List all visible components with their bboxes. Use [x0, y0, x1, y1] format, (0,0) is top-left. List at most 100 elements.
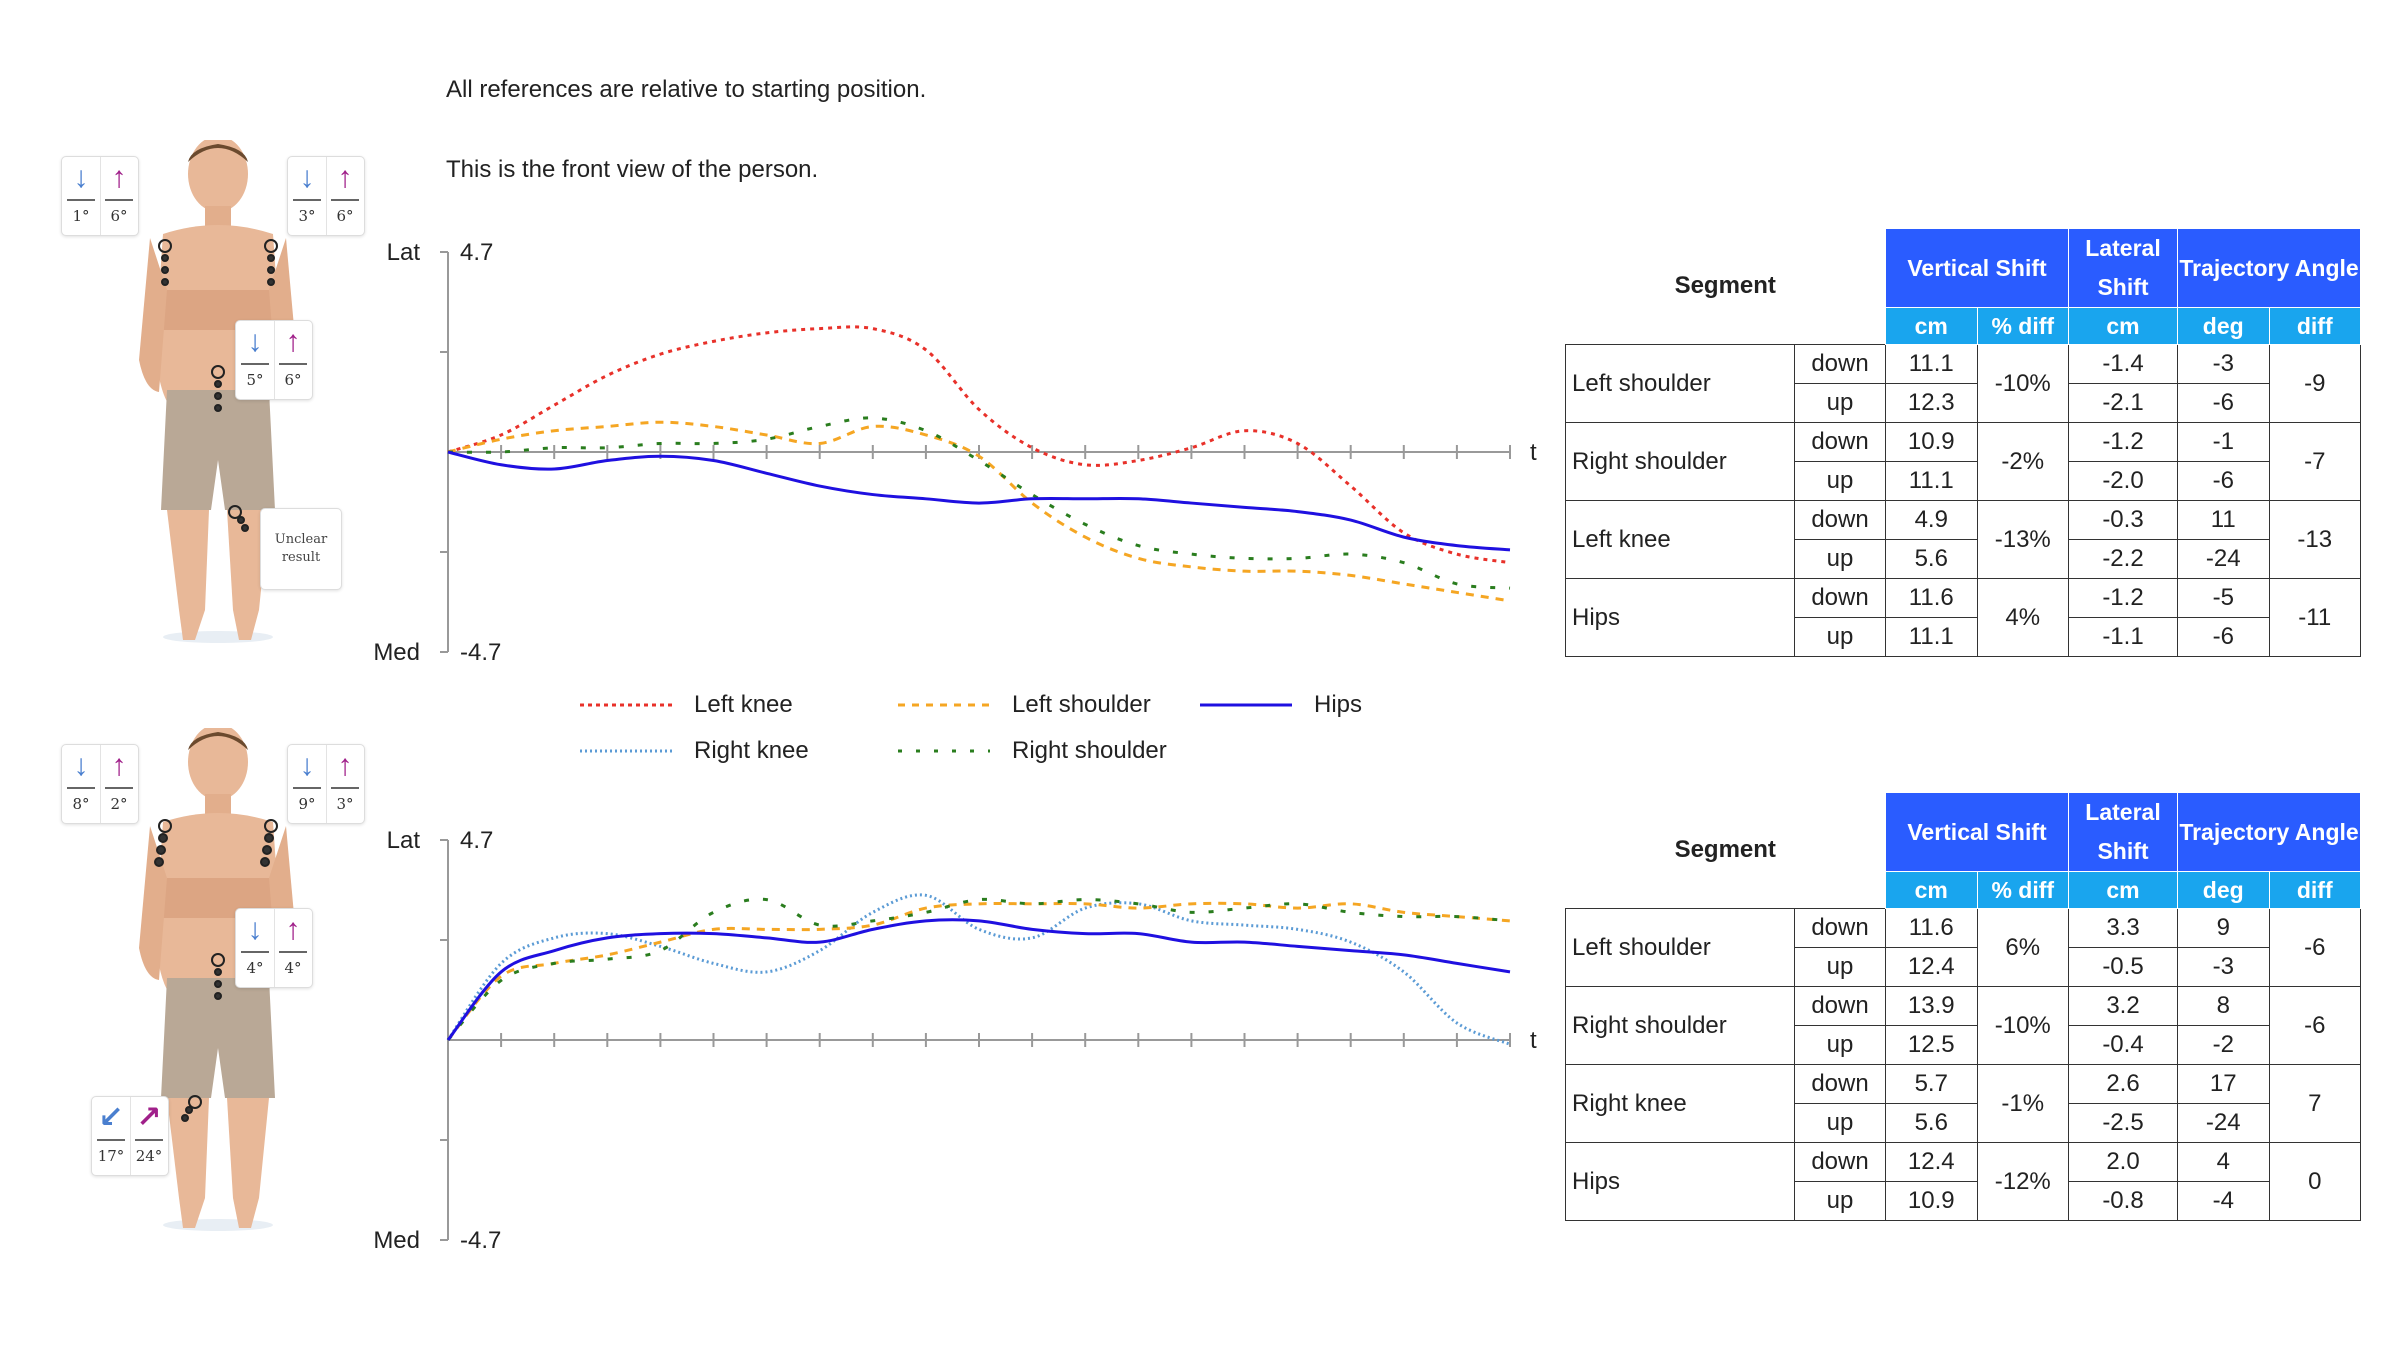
- direction: down: [1794, 578, 1886, 618]
- vertical-cm: 10.9: [1885, 422, 1978, 462]
- right-shoulder-angle-badge: ↓ 3° ↑ 6°: [287, 156, 365, 236]
- lateral-cm: -0.8: [2068, 1181, 2178, 1221]
- vertical-cm: 5.6: [1885, 539, 1978, 579]
- direction: up: [1794, 461, 1886, 501]
- segment-name: Hips: [1565, 1142, 1795, 1221]
- y-min-label: -4.7: [460, 1227, 501, 1254]
- sub-header-diff: diff: [2268, 307, 2361, 345]
- segment-name: Hips: [1565, 578, 1795, 657]
- table-row: Right shoulder down 10.9 -2% -1.2 -1 -7: [1565, 422, 2361, 501]
- vertical-pct-diff: -10%: [1976, 344, 2069, 423]
- direction: up: [1794, 1181, 1886, 1221]
- arrow-up-icon: ↑: [337, 161, 353, 194]
- legend-right-knee: Right knee: [580, 736, 809, 766]
- hips-angle-badge: ↓ 4° ↑ 4°: [235, 908, 313, 988]
- vertical-pct-diff: -2%: [1976, 422, 2069, 501]
- legend-left-knee: Left knee: [580, 690, 793, 720]
- badge-up-value: 4°: [284, 959, 302, 977]
- lateral-cm: -0.3: [2068, 500, 2178, 540]
- y-label-bottom: Med: [373, 639, 420, 666]
- vertical-shift-header: Vertical Shift: [1885, 792, 2069, 872]
- vertical-cm: 11.1: [1885, 344, 1978, 384]
- badge-down-value: 3°: [298, 207, 316, 225]
- angle-deg: -24: [2177, 1103, 2270, 1143]
- trajectory-angle-header: Trajectory Angle: [2177, 228, 2361, 308]
- analysis-panel-1: ↓ 1° ↑ 6° ↓ 3° ↑ 6° ↓ 5° ↑ 6° Unclear result L…: [0, 136, 2393, 700]
- series-line-right-knee: [446, 893, 1511, 1046]
- vertical-cm: 5.6: [1885, 1103, 1978, 1143]
- y-label-top: Lat: [387, 239, 421, 266]
- arrow-up-icon: ↑: [285, 913, 301, 946]
- table-row: up 11.1 -2.0 -6: [1566, 461, 2361, 501]
- lateral-cm: -2.5: [2068, 1103, 2178, 1143]
- lateral-cm: -2.2: [2068, 539, 2178, 579]
- sub-header-cm: cm: [1885, 307, 1978, 345]
- legend-swatch-hips: [1200, 703, 1292, 707]
- left-shoulder-angle-badge: ↓ 8° ↑ 2°: [61, 744, 139, 824]
- badge-down-value: 5°: [246, 371, 264, 389]
- table-row: up 5.6 -2.2 -24: [1566, 539, 2361, 579]
- knee-angle-badge: ↙ 17° ↗ 24°: [91, 1096, 169, 1176]
- badge-up-value: 6°: [336, 207, 354, 225]
- angle-diff: -11: [2268, 578, 2361, 657]
- lateral-cm: -2.0: [2068, 461, 2178, 501]
- angle-deg: -6: [2177, 383, 2270, 423]
- trajectory-angle-header: Trajectory Angle: [2177, 792, 2361, 872]
- direction: up: [1794, 1103, 1886, 1143]
- angle-diff: 7: [2268, 1064, 2361, 1143]
- arrow-up-icon: ↑: [111, 161, 127, 194]
- angle-diff: -6: [2268, 908, 2361, 987]
- vertical-pct-diff: -10%: [1976, 986, 2069, 1065]
- angle-deg: 4: [2177, 1142, 2270, 1182]
- y-label-bottom: Med: [373, 1227, 420, 1254]
- y-label-top: Lat: [387, 827, 421, 854]
- angle-deg: -3: [2177, 344, 2270, 384]
- segment-name: Left shoulder: [1565, 908, 1795, 987]
- angle-deg: -2: [2177, 1025, 2270, 1065]
- vertical-pct-diff: 4%: [1976, 578, 2069, 657]
- table-row: Left knee down 4.9 -13% -0.3 11 -13: [1565, 500, 2361, 579]
- angle-deg: -5: [2177, 578, 2270, 618]
- table-row: Right knee down 5.7 -1% 2.6 17 7: [1565, 1064, 2361, 1143]
- lateral-cm: 2.0: [2068, 1142, 2178, 1182]
- lateral-cm: 2.6: [2068, 1064, 2178, 1104]
- badge-down-value: 4°: [246, 959, 264, 977]
- lateral-cm: -0.5: [2068, 947, 2178, 987]
- angle-deg: 17: [2177, 1064, 2270, 1104]
- angle-diff: -7: [2268, 422, 2361, 501]
- arrow-up-icon: ↑: [285, 325, 301, 358]
- table-row: up 11.1 -1.1 -6: [1566, 617, 2361, 657]
- badge-down-value: 17°: [97, 1147, 125, 1165]
- angle-diff: 0: [2268, 1142, 2361, 1221]
- sub-header-diff: diff: [2268, 871, 2361, 909]
- lateral-cm: 3.3: [2068, 908, 2178, 948]
- lateral-shift-header: Lateral Shift: [2068, 792, 2178, 872]
- vertical-cm: 12.3: [1885, 383, 1978, 423]
- legend-swatch-left-knee: [580, 703, 672, 707]
- vertical-pct-diff: -12%: [1976, 1142, 2069, 1221]
- vertical-pct-diff: -13%: [1976, 500, 2069, 579]
- arrow-down-icon: ↓: [299, 161, 315, 194]
- note-relative-reference: All references are relative to starting …: [446, 76, 927, 103]
- sub-header-deg: deg: [2177, 307, 2270, 345]
- x-axis-label: t: [1530, 1027, 1537, 1054]
- angle-deg: -6: [2177, 461, 2270, 501]
- angle-deg: -24: [2177, 539, 2270, 579]
- angle-deg: 9: [2177, 908, 2270, 948]
- x-axis-label: t: [1530, 439, 1537, 466]
- legend-label: Right knee: [694, 737, 809, 764]
- badge-down-value: 8°: [72, 795, 90, 813]
- arrow-down-icon: ↓: [299, 749, 315, 782]
- direction: up: [1794, 947, 1886, 987]
- analysis-panel-2: ↓ 8° ↑ 2° ↓ 9° ↑ 3° ↓ 4° ↑ 4° ↙ 17° ↗ 24° Lat 4.7…: [0, 724, 2393, 1288]
- lateral-cm: -2.1: [2068, 383, 2178, 423]
- hips-angle-badge: ↓ 5° ↑ 6°: [235, 320, 313, 400]
- vertical-cm: 12.4: [1885, 1142, 1978, 1182]
- vertical-cm: 11.6: [1885, 578, 1978, 618]
- series-line-hips: [446, 918, 1511, 1041]
- table-row: Hips down 11.6 4% -1.2 -5 -11: [1565, 578, 2361, 657]
- y-max-label: 4.7: [460, 827, 493, 854]
- sub-header-cm: cm: [1885, 871, 1978, 909]
- badge-up-value: 6°: [284, 371, 302, 389]
- badge-up-value: 24°: [135, 1147, 163, 1165]
